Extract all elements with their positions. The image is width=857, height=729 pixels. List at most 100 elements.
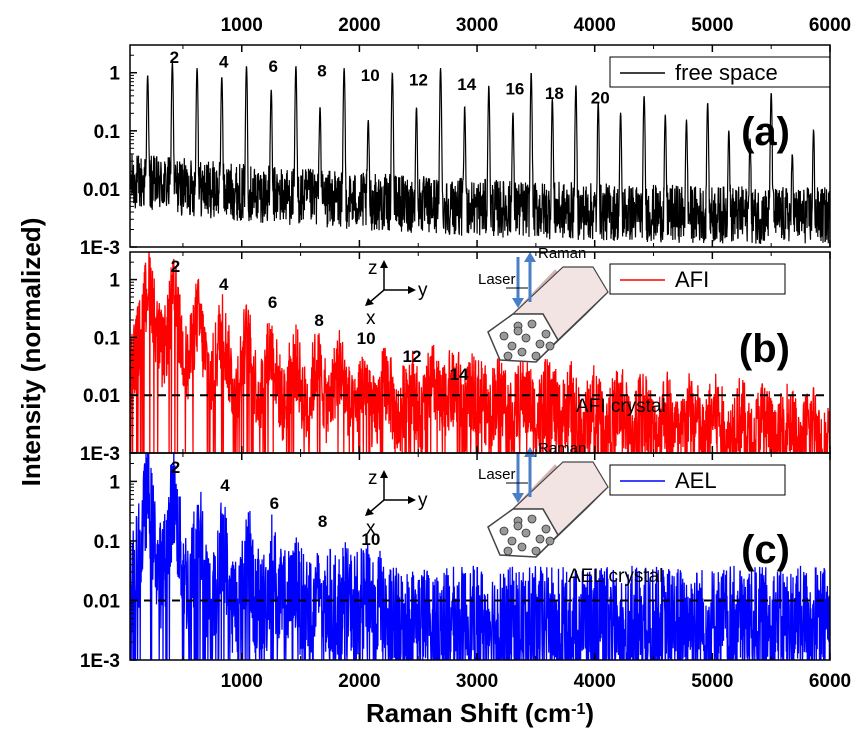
peak-order-label: 10 [361, 530, 380, 549]
peak-order-label: 2 [171, 257, 180, 276]
y-arrowhead-icon [408, 496, 416, 504]
crystal-pore [521, 528, 531, 538]
y-tick-label: 1E-3 [80, 651, 120, 672]
series-c [130, 453, 830, 660]
peak-order-label: 6 [268, 293, 277, 312]
x-arrowhead-icon [365, 508, 374, 516]
panel-label: (b) [739, 327, 790, 371]
y-axis-title: Intensity (normalized) [16, 218, 46, 487]
crystal-pore [527, 514, 537, 524]
frame-layer [129, 44, 831, 661]
z-arrowhead-icon [380, 470, 388, 478]
y-tick-label: 1E-3 [80, 444, 120, 465]
top-x-tick-label: 4000 [574, 15, 616, 36]
legend-box [609, 464, 786, 496]
series-line-a [130, 62, 830, 244]
peak-order-label: 10 [361, 66, 380, 85]
z-arrowhead-icon [380, 260, 388, 268]
peak-order-label: 18 [545, 84, 564, 103]
crystal-pore [507, 536, 517, 546]
legend-box [609, 263, 786, 295]
peak-order-label: 8 [318, 512, 327, 531]
series-b [130, 252, 830, 453]
series-line-b [130, 252, 830, 453]
crystal-pore [503, 351, 513, 361]
raman-arrowhead-icon [524, 447, 536, 457]
peak-order-label: 2 [171, 458, 180, 477]
y-axis-label: y [418, 280, 428, 301]
y-tick-label: 1 [109, 64, 120, 85]
y-tick-label: 0.1 [94, 122, 121, 143]
crystal-pore [527, 319, 537, 329]
x-axis-label: x [366, 518, 376, 539]
crystal-pore [513, 521, 523, 531]
y-arrowhead-icon [408, 286, 416, 294]
legend-label: AFI [675, 267, 709, 292]
y-tick-label: 0.01 [83, 180, 120, 201]
coordinate-axes: z y x [365, 468, 428, 539]
peak-order-label: 16 [505, 80, 524, 99]
x-axis-line [369, 289, 385, 303]
raman-arrowhead-icon [524, 252, 536, 262]
bottom-x-tick-label: 1000 [221, 671, 263, 692]
panel-frame [129, 44, 831, 248]
raman-label: Raman [538, 245, 586, 262]
peak-order-label: 20 [591, 89, 610, 108]
top-x-tick-label: 3000 [456, 15, 498, 36]
crystal-inset: Laser Raman AFI crystal [478, 245, 666, 417]
x-axis-line [369, 499, 385, 513]
crystal-pore [531, 351, 541, 361]
series-a [130, 62, 830, 244]
top-x-tick-label: 5000 [691, 15, 733, 36]
peak-order-label: 4 [220, 476, 230, 495]
legend-label: free space [675, 60, 778, 85]
y-axis-label: y [418, 490, 428, 511]
crystal-pore [541, 329, 551, 339]
legend-box [609, 56, 831, 88]
peak-order-label: 6 [268, 57, 277, 76]
y-tick-label: 0.1 [94, 328, 121, 349]
z-axis-label: z [368, 258, 378, 279]
crystal-label: AEL crystal [568, 566, 663, 587]
crystal-label: AFI crystal [576, 396, 666, 417]
laser-arrowhead-icon [512, 493, 524, 503]
crystal-pore [521, 333, 531, 343]
laser-label: Laser [478, 271, 516, 288]
crystal-pore [503, 546, 513, 556]
legend-label: AEL [675, 468, 717, 493]
crystal-pore [545, 536, 555, 546]
series-line-c [130, 453, 830, 660]
y-tick-label: 0.1 [94, 532, 121, 553]
peak-order-label: 6 [270, 494, 279, 513]
panel-frame [129, 452, 831, 661]
raman-label: Raman [538, 440, 586, 457]
peak-order-label: 14 [457, 75, 476, 94]
top-x-tick-label: 2000 [338, 15, 380, 36]
x-axis-label: x [366, 308, 376, 329]
coordinate-axes: z y x [365, 258, 428, 329]
x-arrowhead-icon [365, 298, 374, 306]
crystal-pore [531, 546, 541, 556]
bottom-x-tick-label: 2000 [338, 671, 380, 692]
crystal-pore [507, 341, 517, 351]
crystal-inset: Laser Raman AEL crystal [478, 440, 663, 587]
y-tick-label: 1 [109, 271, 120, 292]
peak-order-label: 14 [450, 365, 469, 384]
peak-order-label: 12 [409, 71, 428, 90]
label-layer: 1000 2000 3000 4000 5000 6000 1000 2000 3000 4000… [16, 15, 851, 728]
peak-order-label: 12 [403, 347, 422, 366]
peak-order-label: 4 [219, 53, 229, 72]
bottom-x-tick-label: 4000 [574, 671, 616, 692]
crystal-pore [517, 347, 527, 357]
top-x-tick-label: 6000 [809, 15, 851, 36]
y-tick-label: 0.01 [83, 386, 120, 407]
crystal-pore [535, 339, 545, 349]
peak-order-label: 2 [170, 48, 179, 67]
laser-label: Laser [478, 466, 516, 483]
crystal-pore [535, 534, 545, 544]
bottom-x-tick-label: 5000 [691, 671, 733, 692]
top-x-tick-label: 1000 [221, 15, 263, 36]
crystal-pore [499, 526, 509, 536]
crystal-pore [545, 341, 555, 351]
